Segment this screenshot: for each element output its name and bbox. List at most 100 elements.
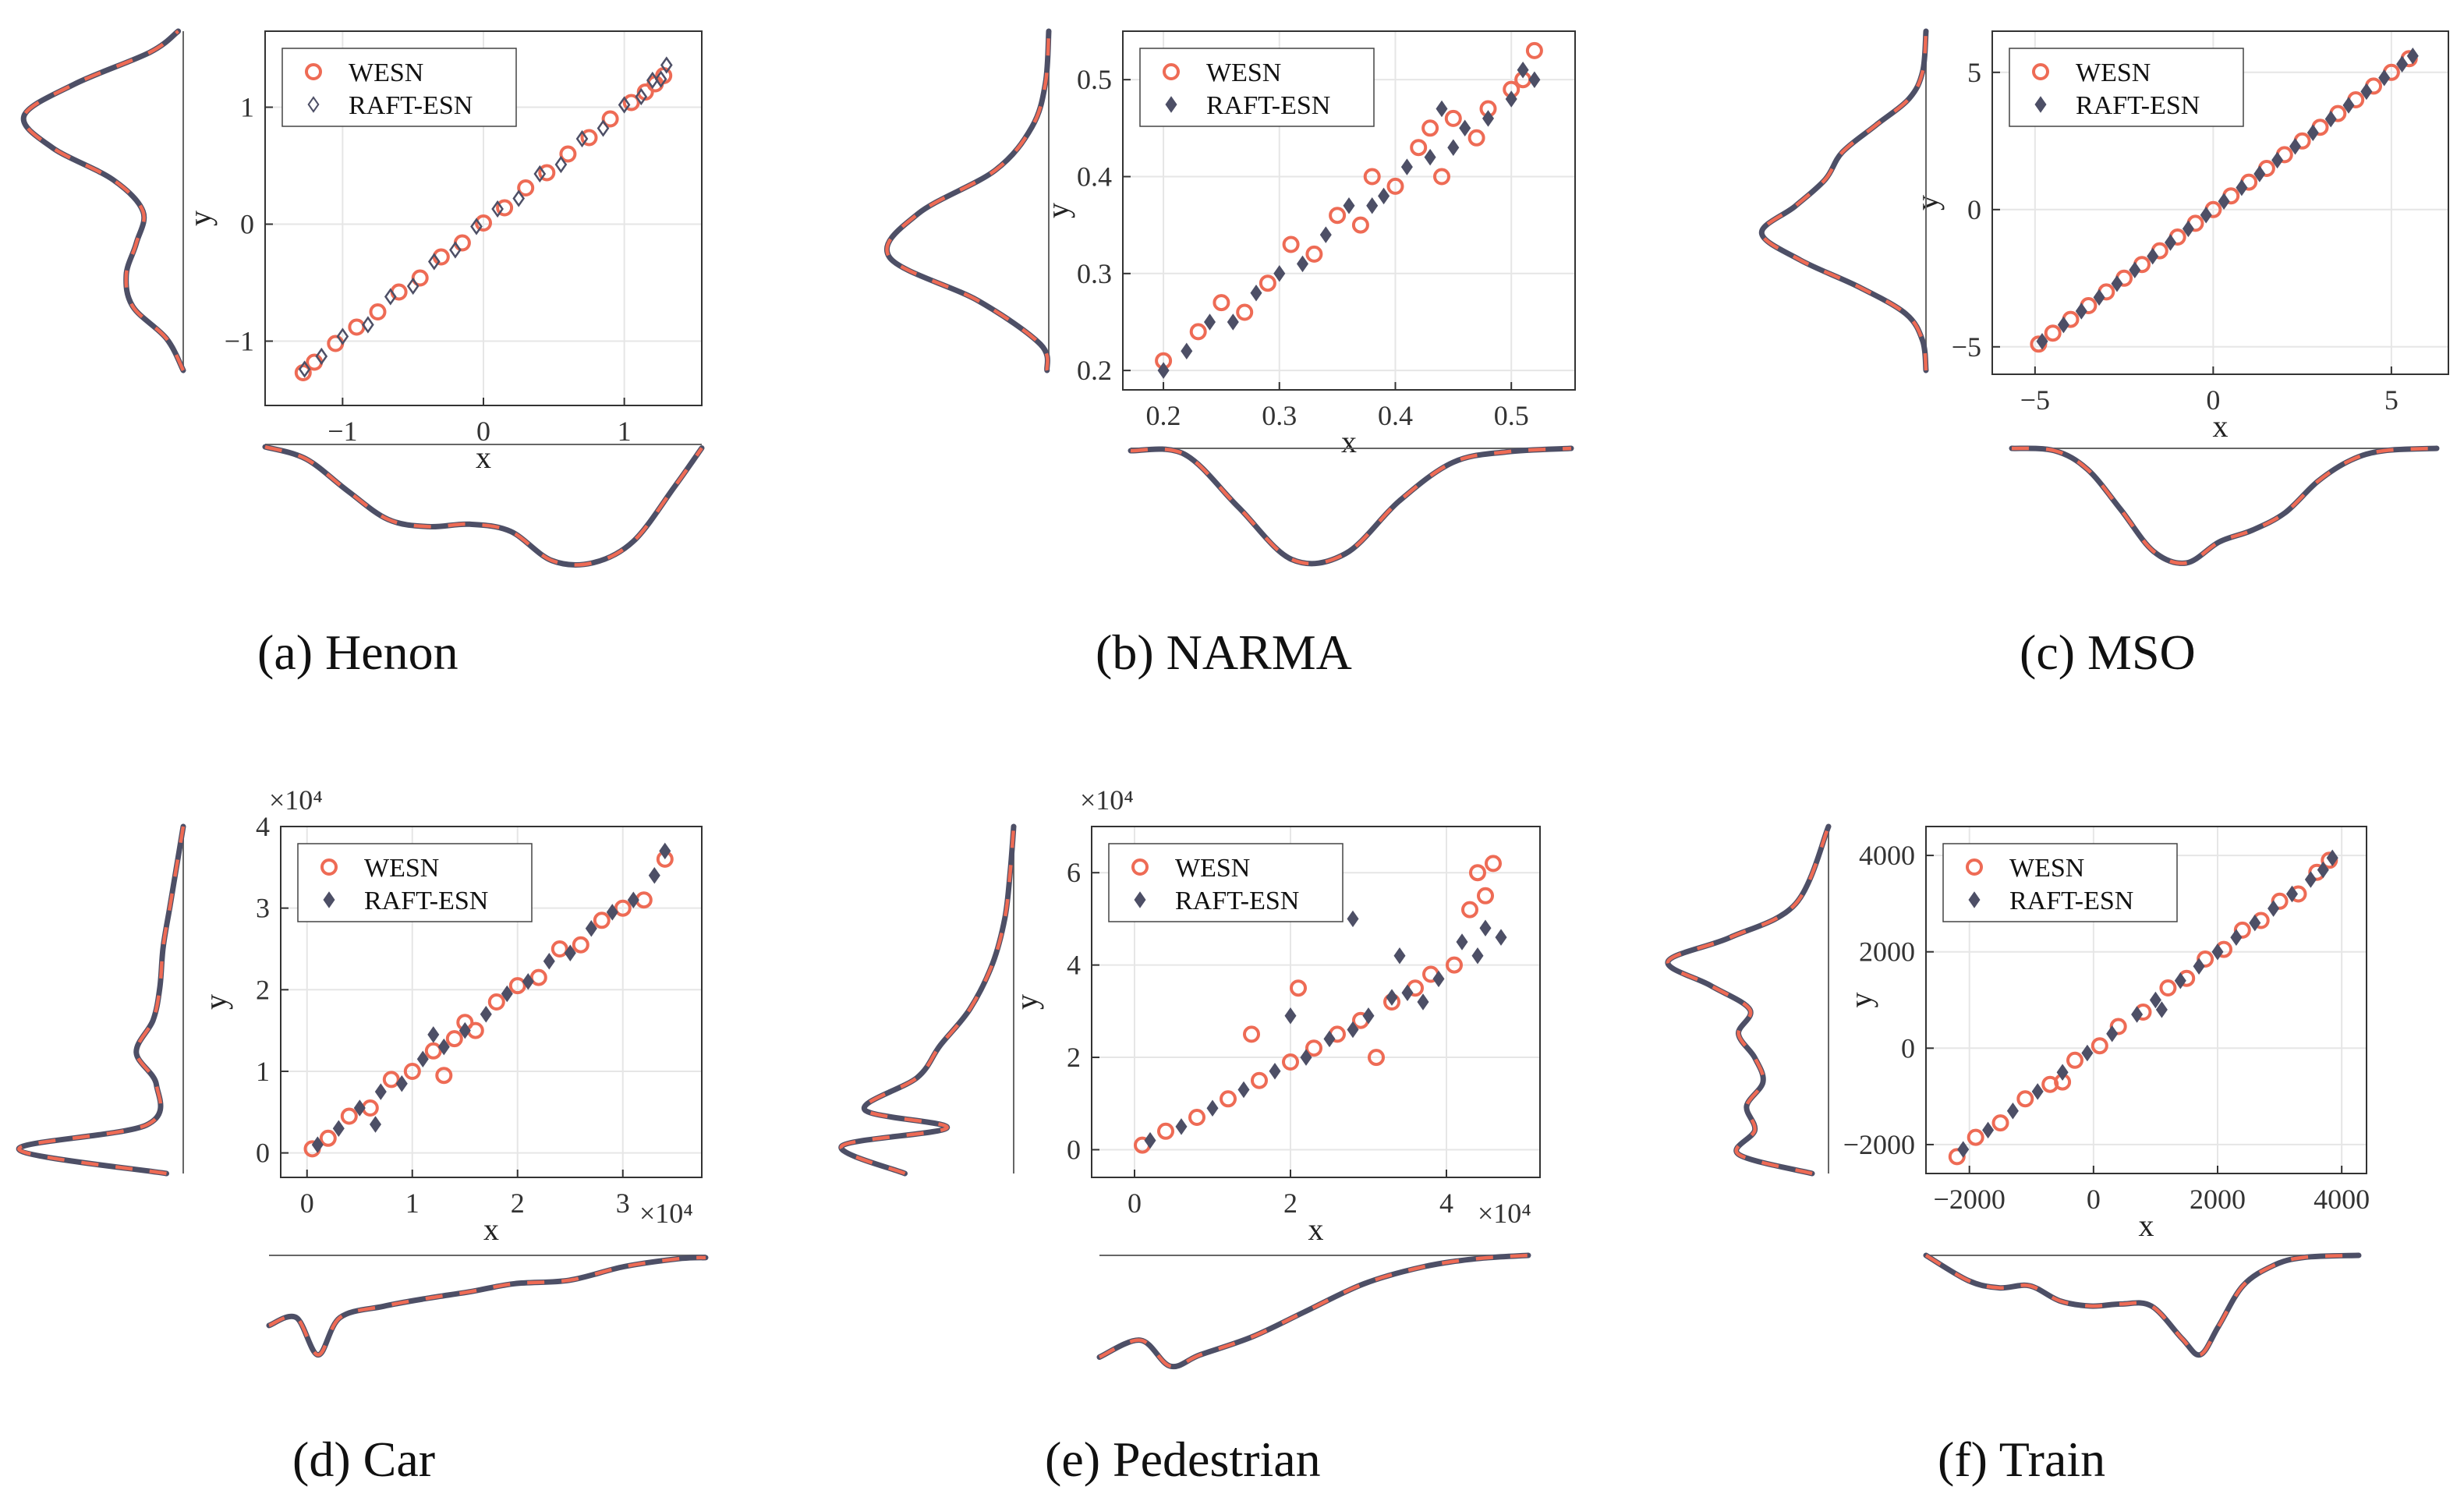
legend-raft-esn-label: RAFT-ESN <box>2009 887 2133 915</box>
raft-esn-point <box>1237 1081 1250 1099</box>
side-kde-wesn <box>22 30 186 372</box>
raft-esn-point <box>597 119 610 137</box>
x-axis-label: x <box>2213 409 2229 444</box>
raft-esn-point <box>315 347 328 366</box>
wesn-point <box>1421 119 1439 137</box>
raft-esn-point <box>2057 316 2069 334</box>
raft-esn-point <box>1957 1141 1970 1158</box>
wesn-point <box>369 303 387 320</box>
raft-esn-point <box>1456 933 1468 950</box>
wesn-point <box>614 899 632 917</box>
y-tick-label: 0 <box>1901 1032 1915 1064</box>
wesn-point <box>1368 1049 1385 1067</box>
legend-wesn-marker <box>305 63 322 80</box>
wesn-point <box>1386 177 1404 195</box>
raft-esn-point <box>2081 1044 2094 1062</box>
x-axis-label: x <box>2139 1208 2154 1243</box>
raft-esn-point <box>1424 148 1436 166</box>
raft-esn-point <box>2129 261 2141 278</box>
wesn-point <box>1213 294 1230 312</box>
y-tick-label: 0.3 <box>1077 258 1112 289</box>
wesn-point <box>306 353 324 371</box>
wesn-point <box>1259 274 1276 292</box>
raft-esn-point <box>1144 1131 1156 1149</box>
raft-esn-point <box>654 70 667 88</box>
axes-box <box>1991 30 2449 375</box>
x-tick-label: 4000 <box>2314 1184 2370 1215</box>
axes-box <box>1122 30 1576 391</box>
raft-esn-point <box>1393 947 1406 965</box>
x-tick-label: 0 <box>476 416 490 447</box>
wesn-point <box>593 912 611 929</box>
axes-box <box>1925 826 2367 1174</box>
top-kde-wesn <box>268 1255 706 1357</box>
raft-esn-point <box>1227 313 1239 331</box>
raft-esn-point <box>635 87 648 106</box>
top-kde-wesn <box>1924 1253 2360 1357</box>
raft-esn-point <box>2342 97 2355 114</box>
wesn-point <box>1329 207 1347 225</box>
raft-esn-point <box>2131 1006 2144 1023</box>
wesn-point <box>529 968 547 986</box>
raft-esn-point <box>2324 110 2337 128</box>
y-tick-label: 2 <box>256 974 270 1005</box>
legend-raft-esn-marker <box>1134 891 1146 908</box>
raft-esn-point <box>533 165 547 183</box>
raft-esn-point <box>1157 362 1170 379</box>
top-kde-wesn <box>264 444 703 567</box>
x-exponent-label: ×10⁴ <box>639 1198 693 1229</box>
wesn-point <box>340 1107 358 1125</box>
raft-esn-point <box>1175 1118 1188 1135</box>
raft-esn-point <box>2211 943 2224 961</box>
raft-esn-point <box>522 973 534 990</box>
legend-wesn-marker <box>1163 63 1180 80</box>
legend-raft-esn-marker <box>1968 891 1981 908</box>
x-tick-label: 0.3 <box>1262 400 1297 431</box>
wesn-point <box>2159 979 2177 996</box>
raft-esn-point <box>449 241 462 259</box>
y-axis-label: y <box>1009 994 1044 1010</box>
top-kde-raft <box>1096 1252 1531 1370</box>
side-kde-raft <box>1665 823 1832 1177</box>
side-kde-wesn <box>17 826 186 1176</box>
raft-esn-point <box>1203 313 1216 331</box>
wesn-point <box>1410 139 1428 157</box>
raft-esn-point <box>554 155 568 174</box>
raft-esn-point <box>1347 1021 1359 1039</box>
y-axis-label: y <box>182 211 218 226</box>
side-kde-wesn <box>839 826 1016 1176</box>
wesn-point <box>319 1129 337 1147</box>
wesn-point <box>622 94 640 112</box>
raft-esn-point <box>2304 871 2317 888</box>
y-tick-label: 0 <box>240 209 254 240</box>
x-tick-label: −1 <box>327 416 357 447</box>
y-tick-label: 5 <box>1967 57 1981 88</box>
raft-esn-point <box>2056 1064 2069 1081</box>
y-tick-label: 0.5 <box>1077 64 1112 95</box>
y-exponent-label: ×10⁴ <box>269 784 323 816</box>
raft-esn-point <box>2249 914 2261 932</box>
y-tick-label: 4 <box>1067 950 1081 981</box>
raft-esn-point <box>2182 220 2194 238</box>
raft-esn-point <box>575 129 589 148</box>
wesn-point <box>601 110 619 128</box>
top-kde-raft <box>1923 1252 2362 1358</box>
wesn-point <box>1351 216 1369 234</box>
side-kde-raft <box>883 28 1052 373</box>
wesn-point <box>551 940 568 958</box>
raft-esn-point <box>1181 342 1193 360</box>
wesn-point <box>1282 235 1300 253</box>
raft-esn-point <box>1495 929 1507 946</box>
raft-esn-point <box>1362 1007 1375 1025</box>
wesn-point <box>1236 303 1254 321</box>
x-exponent-label: ×10⁴ <box>1478 1198 1531 1229</box>
wesn-point <box>1188 1109 1205 1126</box>
raft-esn-point <box>1323 1030 1336 1048</box>
wesn-point <box>1220 1090 1237 1108</box>
raft-esn-point <box>1436 100 1448 118</box>
wesn-point <box>382 1071 400 1089</box>
raft-esn-point <box>606 904 618 921</box>
y-tick-label: 0 <box>1067 1134 1081 1165</box>
caption-mso: (c) MSO <box>2020 625 2196 680</box>
legend-raft-esn-label: RAFT-ESN <box>349 91 473 120</box>
